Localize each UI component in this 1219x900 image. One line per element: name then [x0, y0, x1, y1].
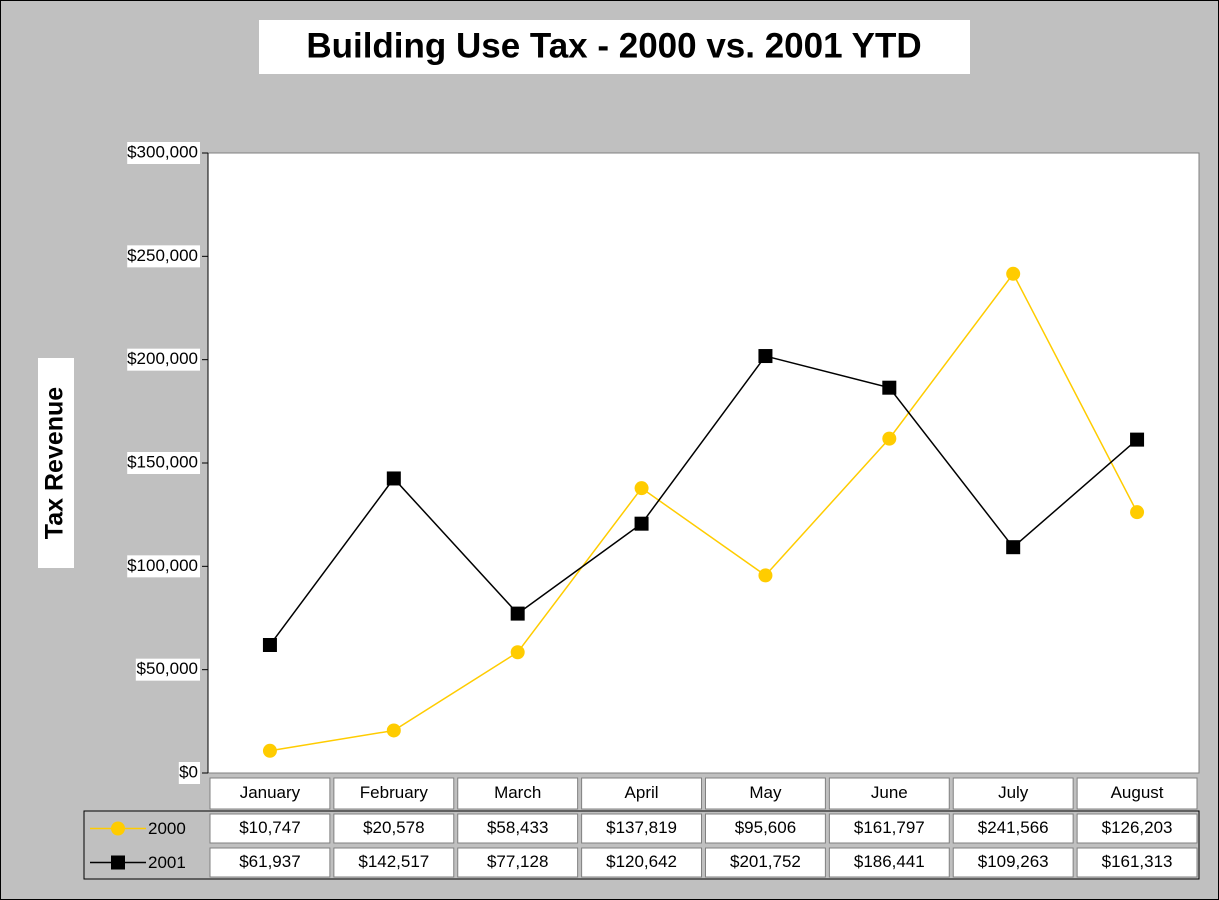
- table-cell: [705, 847, 826, 878]
- tick-label-box: [127, 555, 200, 578]
- x-tick-label: June: [871, 783, 908, 802]
- y-tick-label: $150,000: [127, 452, 198, 471]
- y-tick-label: $300,000: [127, 142, 198, 161]
- tick-label-box: [127, 348, 200, 371]
- table-value: $142,517: [358, 852, 429, 871]
- table-cell: [581, 813, 702, 844]
- x-tick-label: July: [998, 783, 1029, 802]
- table-value: $241,566: [978, 818, 1049, 837]
- table-cell: [209, 847, 331, 878]
- table-cell: [581, 847, 702, 878]
- table-header-cell: [828, 777, 950, 810]
- point: [111, 821, 125, 836]
- series-line: [269, 272, 1138, 752]
- point: [882, 431, 897, 446]
- x-tick-label: May: [749, 783, 782, 802]
- point: [262, 637, 277, 652]
- tick-label-box: [127, 245, 200, 268]
- point: [1130, 432, 1145, 447]
- y-tick-label: $250,000: [127, 246, 198, 265]
- plot-area: [207, 152, 1200, 774]
- table-cell: [705, 813, 826, 844]
- table-value: $20,578: [363, 818, 424, 837]
- x-tick-label: February: [360, 783, 429, 802]
- table-value: $161,313: [1102, 852, 1173, 871]
- point: [1006, 266, 1021, 281]
- x-tick-label: April: [625, 783, 659, 802]
- x-tick-label: March: [494, 783, 541, 802]
- table-value: $137,819: [606, 818, 677, 837]
- table-value: $126,203: [1102, 818, 1173, 837]
- y-axis-label: Tax Revenue: [41, 387, 69, 539]
- table-value: $120,642: [606, 852, 677, 871]
- table-value: $95,606: [735, 818, 796, 837]
- point: [758, 568, 773, 583]
- point: [882, 380, 897, 395]
- table-cell: [457, 813, 579, 844]
- x-tick-label: January: [240, 783, 301, 802]
- table-value: $186,441: [854, 852, 925, 871]
- point: [1130, 505, 1145, 520]
- table-header-cell: [333, 777, 455, 810]
- series-line: [269, 355, 1138, 646]
- table-value: $161,797: [854, 818, 925, 837]
- chart-title: Building Use Tax - 2000 vs. 2001 YTD: [306, 26, 921, 65]
- point: [634, 516, 649, 531]
- legend-label: 2001: [148, 853, 186, 872]
- point: [634, 481, 649, 496]
- y-tick-label: $100,000: [127, 556, 198, 575]
- table-value: $109,263: [978, 852, 1049, 871]
- y-tick-label: $200,000: [127, 349, 198, 368]
- point: [758, 349, 773, 364]
- table-value: $61,937: [239, 852, 300, 871]
- table-cell: [952, 847, 1074, 878]
- x-tick-label: August: [1111, 783, 1164, 802]
- point: [111, 855, 125, 870]
- table-header-cell: [581, 777, 702, 810]
- point: [510, 645, 525, 660]
- table-cell: [209, 813, 331, 844]
- table-cell: [1076, 847, 1198, 878]
- table-header-cell: [1076, 777, 1198, 810]
- table-border: [83, 810, 1200, 880]
- table-cell: [457, 847, 579, 878]
- table-cell: [952, 813, 1074, 844]
- legend-label: 2000: [148, 819, 186, 838]
- table-cell: [828, 847, 950, 878]
- table-header-cell: [209, 777, 331, 810]
- point: [1006, 540, 1021, 555]
- table-cell: [828, 813, 950, 844]
- table-value: $201,752: [730, 852, 801, 871]
- table-cell: [333, 847, 455, 878]
- point: [386, 471, 401, 486]
- table-value: $58,433: [487, 818, 548, 837]
- point: [386, 723, 401, 738]
- table-cell: [333, 813, 455, 844]
- table-header-cell: [952, 777, 1074, 810]
- point: [510, 606, 525, 621]
- y-tick-label: $50,000: [137, 659, 198, 678]
- y-tick-label: $0: [179, 762, 198, 781]
- title-box: [259, 20, 970, 74]
- tick-label-box: [135, 658, 200, 681]
- point: [262, 743, 277, 758]
- y-label-box: [38, 358, 74, 568]
- tick-label-box: [127, 452, 200, 474]
- table-header-cell: [457, 777, 579, 810]
- table-value: $10,747: [239, 818, 300, 837]
- table-cell: [1076, 813, 1198, 844]
- table-header-cell: [705, 777, 826, 810]
- table-value: $77,128: [487, 852, 548, 871]
- tick-label-box: [127, 142, 200, 164]
- tick-label-box: [178, 762, 200, 784]
